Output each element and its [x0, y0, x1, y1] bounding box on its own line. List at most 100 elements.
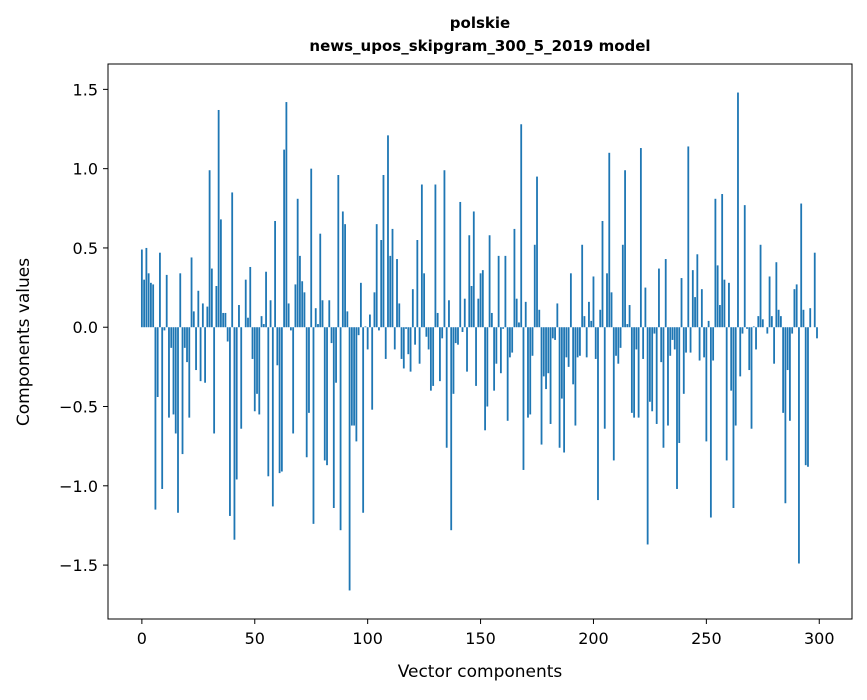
bar-200 — [593, 276, 595, 327]
bar-95 — [355, 327, 357, 441]
bar-239 — [681, 278, 683, 327]
bar-125 — [423, 273, 425, 327]
bar-92 — [349, 327, 351, 590]
bar-194 — [579, 327, 581, 356]
bar-69 — [297, 199, 299, 327]
bar-19 — [184, 327, 186, 348]
bar-284 — [782, 327, 784, 413]
bar-67 — [292, 327, 294, 433]
bar-157 — [495, 327, 497, 363]
y-tick-label: −1.0 — [59, 477, 98, 496]
bar-253 — [712, 327, 714, 360]
bar-219 — [635, 327, 637, 349]
bar-205 — [604, 327, 606, 428]
bar-25 — [197, 291, 199, 327]
bar-84 — [331, 327, 333, 343]
chart-title-line-2: news_upos_skipgram_300_5_2019 model — [309, 37, 650, 55]
bar-229 — [658, 269, 660, 328]
bar-31 — [211, 269, 213, 328]
bar-29 — [206, 307, 208, 328]
bar-206 — [606, 273, 608, 327]
bar-160 — [502, 327, 504, 329]
bar-170 — [525, 302, 527, 327]
bar-278 — [769, 276, 771, 327]
bar-248 — [701, 289, 703, 327]
bar-263 — [735, 327, 737, 425]
bar-176 — [538, 310, 540, 327]
bar-287 — [789, 327, 791, 421]
bar-16 — [177, 327, 179, 513]
bar-272 — [755, 327, 757, 349]
bar-83 — [328, 300, 330, 327]
bar-298 — [814, 253, 816, 328]
bar-252 — [710, 327, 712, 517]
bars-group — [141, 93, 818, 591]
bar-144 — [466, 327, 468, 371]
bar-10 — [164, 327, 166, 330]
bar-266 — [742, 327, 744, 333]
bar-230 — [660, 327, 662, 362]
bar-259 — [726, 327, 728, 460]
bar-140 — [457, 327, 459, 344]
y-tick-label: 1.0 — [73, 160, 98, 179]
bar-74 — [308, 327, 310, 413]
bar-33 — [215, 286, 217, 327]
bar-76 — [313, 327, 315, 524]
bar-262 — [733, 327, 735, 508]
bar-199 — [590, 321, 592, 327]
bar-96 — [358, 327, 360, 335]
bar-131 — [437, 313, 439, 327]
bar-114 — [398, 303, 400, 327]
bar-99 — [365, 326, 367, 327]
bar-247 — [699, 327, 701, 360]
bar-85 — [333, 327, 335, 508]
bar-216 — [629, 305, 631, 327]
bar-111 — [392, 229, 394, 327]
bar-68 — [295, 284, 297, 327]
bar-187 — [563, 327, 565, 452]
bar-181 — [550, 327, 552, 424]
bar-110 — [389, 256, 391, 327]
bar-234 — [669, 327, 671, 356]
bar-27 — [202, 303, 204, 327]
bar-155 — [491, 313, 493, 327]
bar-100 — [367, 327, 369, 349]
bar-22 — [191, 257, 193, 327]
bar-232 — [665, 259, 667, 327]
bar-235 — [672, 327, 674, 340]
bar-32 — [213, 327, 215, 433]
bar-207 — [608, 153, 610, 327]
y-tick-label: 1.5 — [73, 80, 98, 99]
bar-249 — [703, 327, 705, 357]
bar-177 — [541, 327, 543, 444]
bar-130 — [435, 185, 437, 328]
bar-6 — [155, 327, 157, 509]
bar-213 — [622, 245, 624, 327]
bar-65 — [288, 303, 290, 327]
bar-41 — [234, 327, 236, 539]
bar-203 — [599, 310, 601, 327]
bar-15 — [175, 327, 177, 433]
bar-224 — [647, 327, 649, 544]
bar-37 — [225, 313, 227, 327]
bar-289 — [794, 289, 796, 327]
bar-35 — [220, 219, 222, 327]
bar-20 — [186, 327, 188, 362]
bar-296 — [809, 308, 811, 327]
bar-1 — [143, 280, 145, 328]
bar-93 — [351, 327, 353, 425]
bar-173 — [532, 327, 534, 356]
bar-255 — [717, 265, 719, 327]
bar-192 — [574, 327, 576, 425]
bar-23 — [193, 311, 195, 327]
bar-233 — [667, 327, 669, 425]
bar-34 — [218, 110, 220, 327]
bar-44 — [240, 327, 242, 428]
bar-222 — [642, 327, 644, 359]
bar-70 — [299, 256, 301, 327]
bar-56 — [267, 327, 269, 476]
bar-47 — [247, 318, 249, 328]
bar-129 — [432, 327, 434, 386]
bar-137 — [450, 327, 452, 530]
